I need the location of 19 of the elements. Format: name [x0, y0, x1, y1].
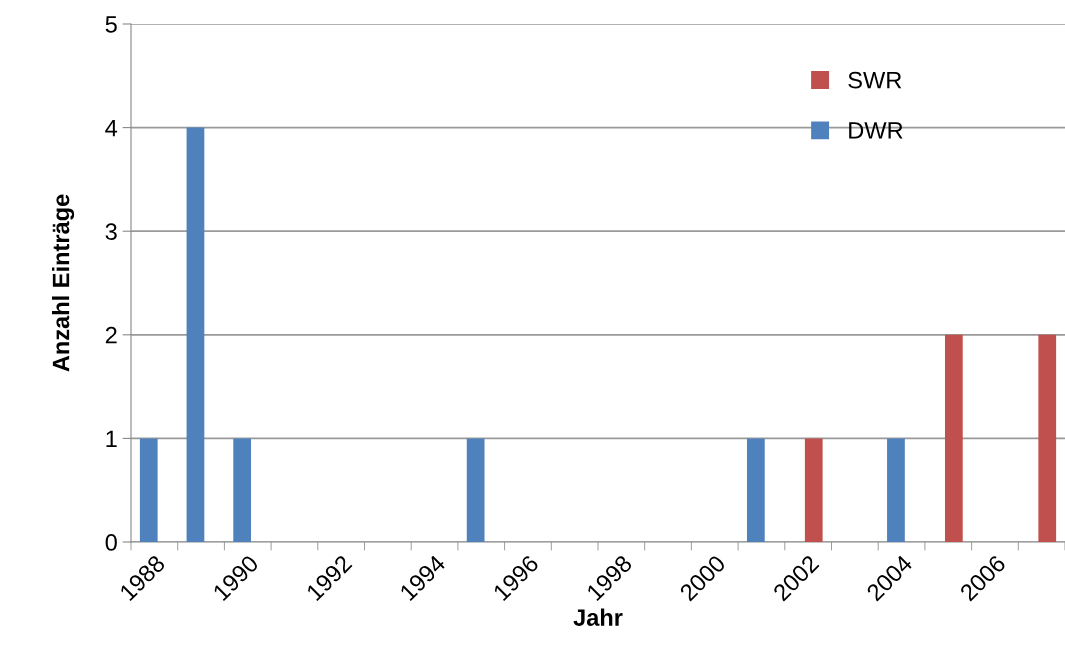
y-tick-label: 3 — [105, 223, 117, 240]
bar — [1038, 334, 1057, 542]
x-axis-title: Jahr — [573, 608, 623, 626]
legend-label: SWR — [848, 71, 902, 89]
bar — [466, 438, 485, 542]
y-axis-title: Anzahl Einträge — [52, 194, 75, 372]
bar — [233, 438, 252, 542]
bar — [804, 438, 823, 542]
bar — [746, 438, 765, 542]
y-tick-label: 4 — [105, 119, 118, 137]
bar — [944, 334, 963, 542]
y-tick-label: 2 — [105, 326, 117, 344]
bar — [887, 438, 905, 542]
y-tick-label: 5 — [105, 16, 117, 33]
bar — [186, 127, 205, 542]
legend-label: DWR — [849, 122, 903, 139]
y-tick-label: 0 — [105, 534, 117, 551]
y-tick-label: 1 — [106, 430, 117, 447]
bar — [139, 438, 158, 542]
